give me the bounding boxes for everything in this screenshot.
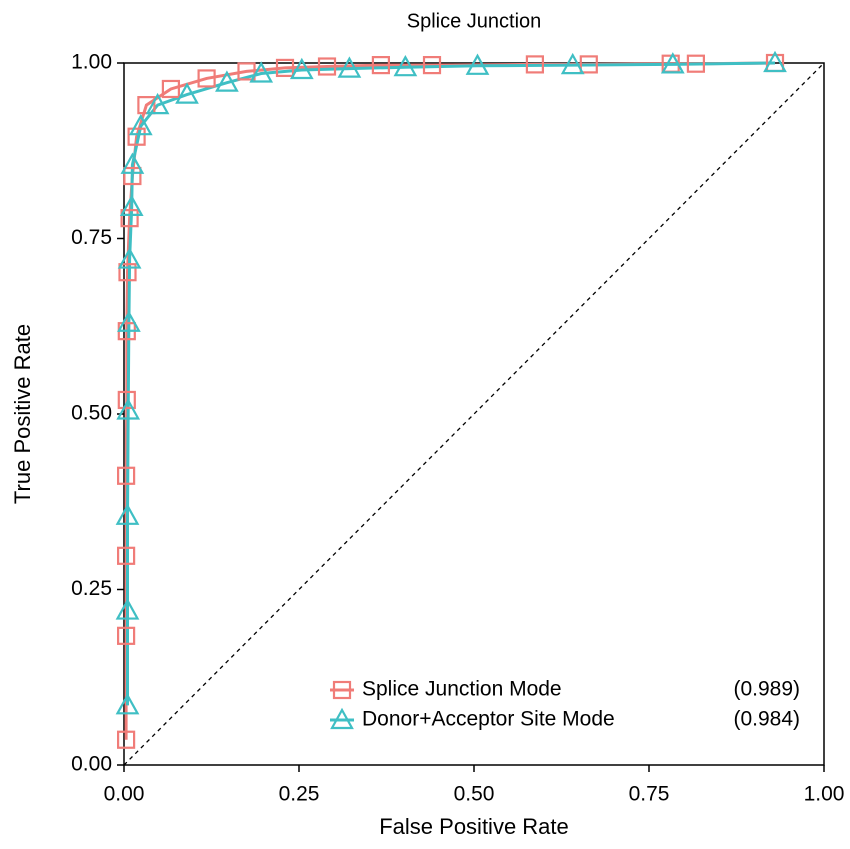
data-point bbox=[117, 310, 141, 332]
data-point bbox=[115, 598, 140, 620]
data-point bbox=[161, 79, 180, 99]
data-point bbox=[763, 50, 787, 73]
data-point bbox=[289, 57, 314, 80]
data-point bbox=[115, 503, 140, 525]
x-axis-label: False Positive Rate bbox=[379, 814, 569, 839]
y-axis-label: True Positive Rate bbox=[10, 324, 35, 504]
data-point bbox=[119, 194, 144, 217]
x-tick-label: 0.00 bbox=[104, 783, 145, 806]
data-point bbox=[116, 466, 136, 485]
y-tick-label: 0.00 bbox=[71, 753, 112, 776]
data-point bbox=[117, 247, 142, 269]
data-point bbox=[393, 54, 418, 77]
data-point bbox=[237, 62, 256, 81]
data-point bbox=[422, 56, 442, 75]
series-line bbox=[126, 61, 776, 706]
data-point bbox=[560, 52, 585, 75]
data-point bbox=[120, 209, 139, 228]
y-tick-label: 0.75 bbox=[71, 226, 112, 249]
data-point bbox=[116, 546, 136, 565]
data-point bbox=[116, 626, 136, 645]
data-point bbox=[660, 52, 685, 74]
data-point bbox=[465, 53, 490, 75]
data-point bbox=[275, 58, 295, 78]
data-point bbox=[116, 730, 136, 749]
legend-label: Splice Junction Mode bbox=[362, 678, 562, 701]
data-point bbox=[525, 55, 545, 74]
data-point bbox=[118, 263, 137, 282]
y-tick-label: 0.25 bbox=[71, 577, 112, 600]
x-tick-label: 0.75 bbox=[629, 783, 670, 806]
legend-auc: (0.984) bbox=[733, 708, 800, 731]
data-point bbox=[371, 56, 390, 75]
data-point bbox=[175, 82, 199, 104]
series-line bbox=[124, 61, 776, 740]
data-point bbox=[128, 113, 153, 136]
data-point bbox=[127, 127, 146, 146]
legend-label: Donor+Acceptor Site Mode bbox=[362, 708, 615, 731]
legend-auc: (0.989) bbox=[733, 678, 800, 701]
x-tick-label: 0.50 bbox=[454, 783, 495, 806]
x-tick-label: 1.00 bbox=[804, 783, 845, 806]
data-point bbox=[215, 70, 239, 92]
data-point bbox=[120, 152, 145, 174]
data-point bbox=[115, 693, 140, 715]
legend-marker bbox=[332, 680, 352, 700]
data-point bbox=[123, 166, 142, 186]
data-point bbox=[145, 92, 170, 115]
chance-line bbox=[123, 62, 825, 766]
y-tick-label: 0.50 bbox=[71, 402, 112, 425]
y-tick-label: 1.00 bbox=[71, 51, 112, 74]
data-point bbox=[686, 54, 706, 73]
data-point bbox=[579, 55, 598, 74]
data-point bbox=[197, 69, 216, 88]
data-point bbox=[317, 57, 337, 76]
data-point bbox=[117, 390, 136, 410]
data-point bbox=[337, 56, 362, 78]
legend-marker bbox=[330, 707, 354, 730]
data-point bbox=[249, 61, 274, 83]
chart-title: Splice Junction bbox=[407, 10, 542, 32]
data-point bbox=[116, 398, 141, 420]
x-tick-label: 0.25 bbox=[279, 783, 320, 806]
